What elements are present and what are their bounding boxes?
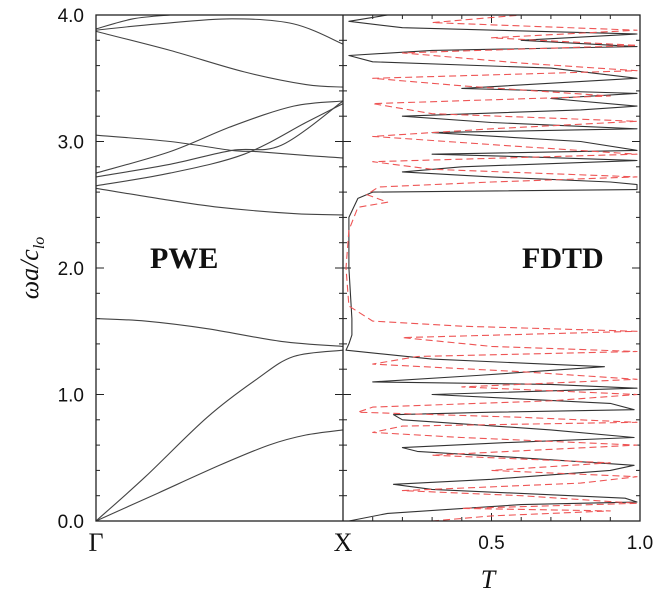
pwe-band-2: [95, 429, 344, 522]
pwe-band-7: [95, 134, 344, 159]
pwe-band-3: [95, 318, 344, 347]
pwe-band-10: [95, 18, 344, 45]
pwe-band-curves: [95, 14, 344, 522]
y-tick-label: 1.0: [58, 386, 84, 407]
pwe-band-11: [95, 14, 171, 30]
y-axis-label-subscript: lo: [31, 237, 48, 249]
x-tick-labels: Γ X 0.5 1.0: [88, 528, 653, 557]
fdtd-transmission-black: [345, 14, 638, 522]
y-axis-label-group: ωa/clo: [15, 237, 48, 300]
pwe-band-1: [95, 349, 344, 522]
y-tick-label: 2.0: [58, 259, 84, 280]
y-tick-labels: 0.0 1.0 2.0 3.0 4.0: [58, 6, 84, 533]
x-tick-label: X: [334, 528, 353, 557]
y-axis-label: ωa/clo: [15, 237, 48, 300]
fdtd-transmission-curves: [345, 14, 638, 522]
y-tick-label: 0.0: [58, 512, 84, 533]
pwe-band-6: [95, 100, 344, 178]
fdtd-transmission-red-dashed: [345, 14, 638, 522]
x-tick-label: 1.0: [627, 533, 653, 554]
pwe-band-9: [95, 30, 344, 88]
x-tick-label: 0.5: [478, 533, 504, 554]
plot-frame: [95, 14, 641, 522]
x-tick-label-gamma: Γ: [88, 528, 103, 557]
x-axis-label: T: [481, 565, 497, 592]
y-axis-label-main: ωa/c: [15, 249, 44, 300]
y-tick-label: 3.0: [58, 133, 84, 154]
fdtd-panel-label: FDTD: [522, 242, 604, 275]
y-tick-label: 4.0: [58, 6, 84, 27]
pwe-band-8: [95, 100, 344, 174]
pwe-band-4: [95, 187, 344, 216]
pwe-panel-label: PWE: [150, 242, 218, 275]
pwe-band-5: [95, 103, 344, 187]
